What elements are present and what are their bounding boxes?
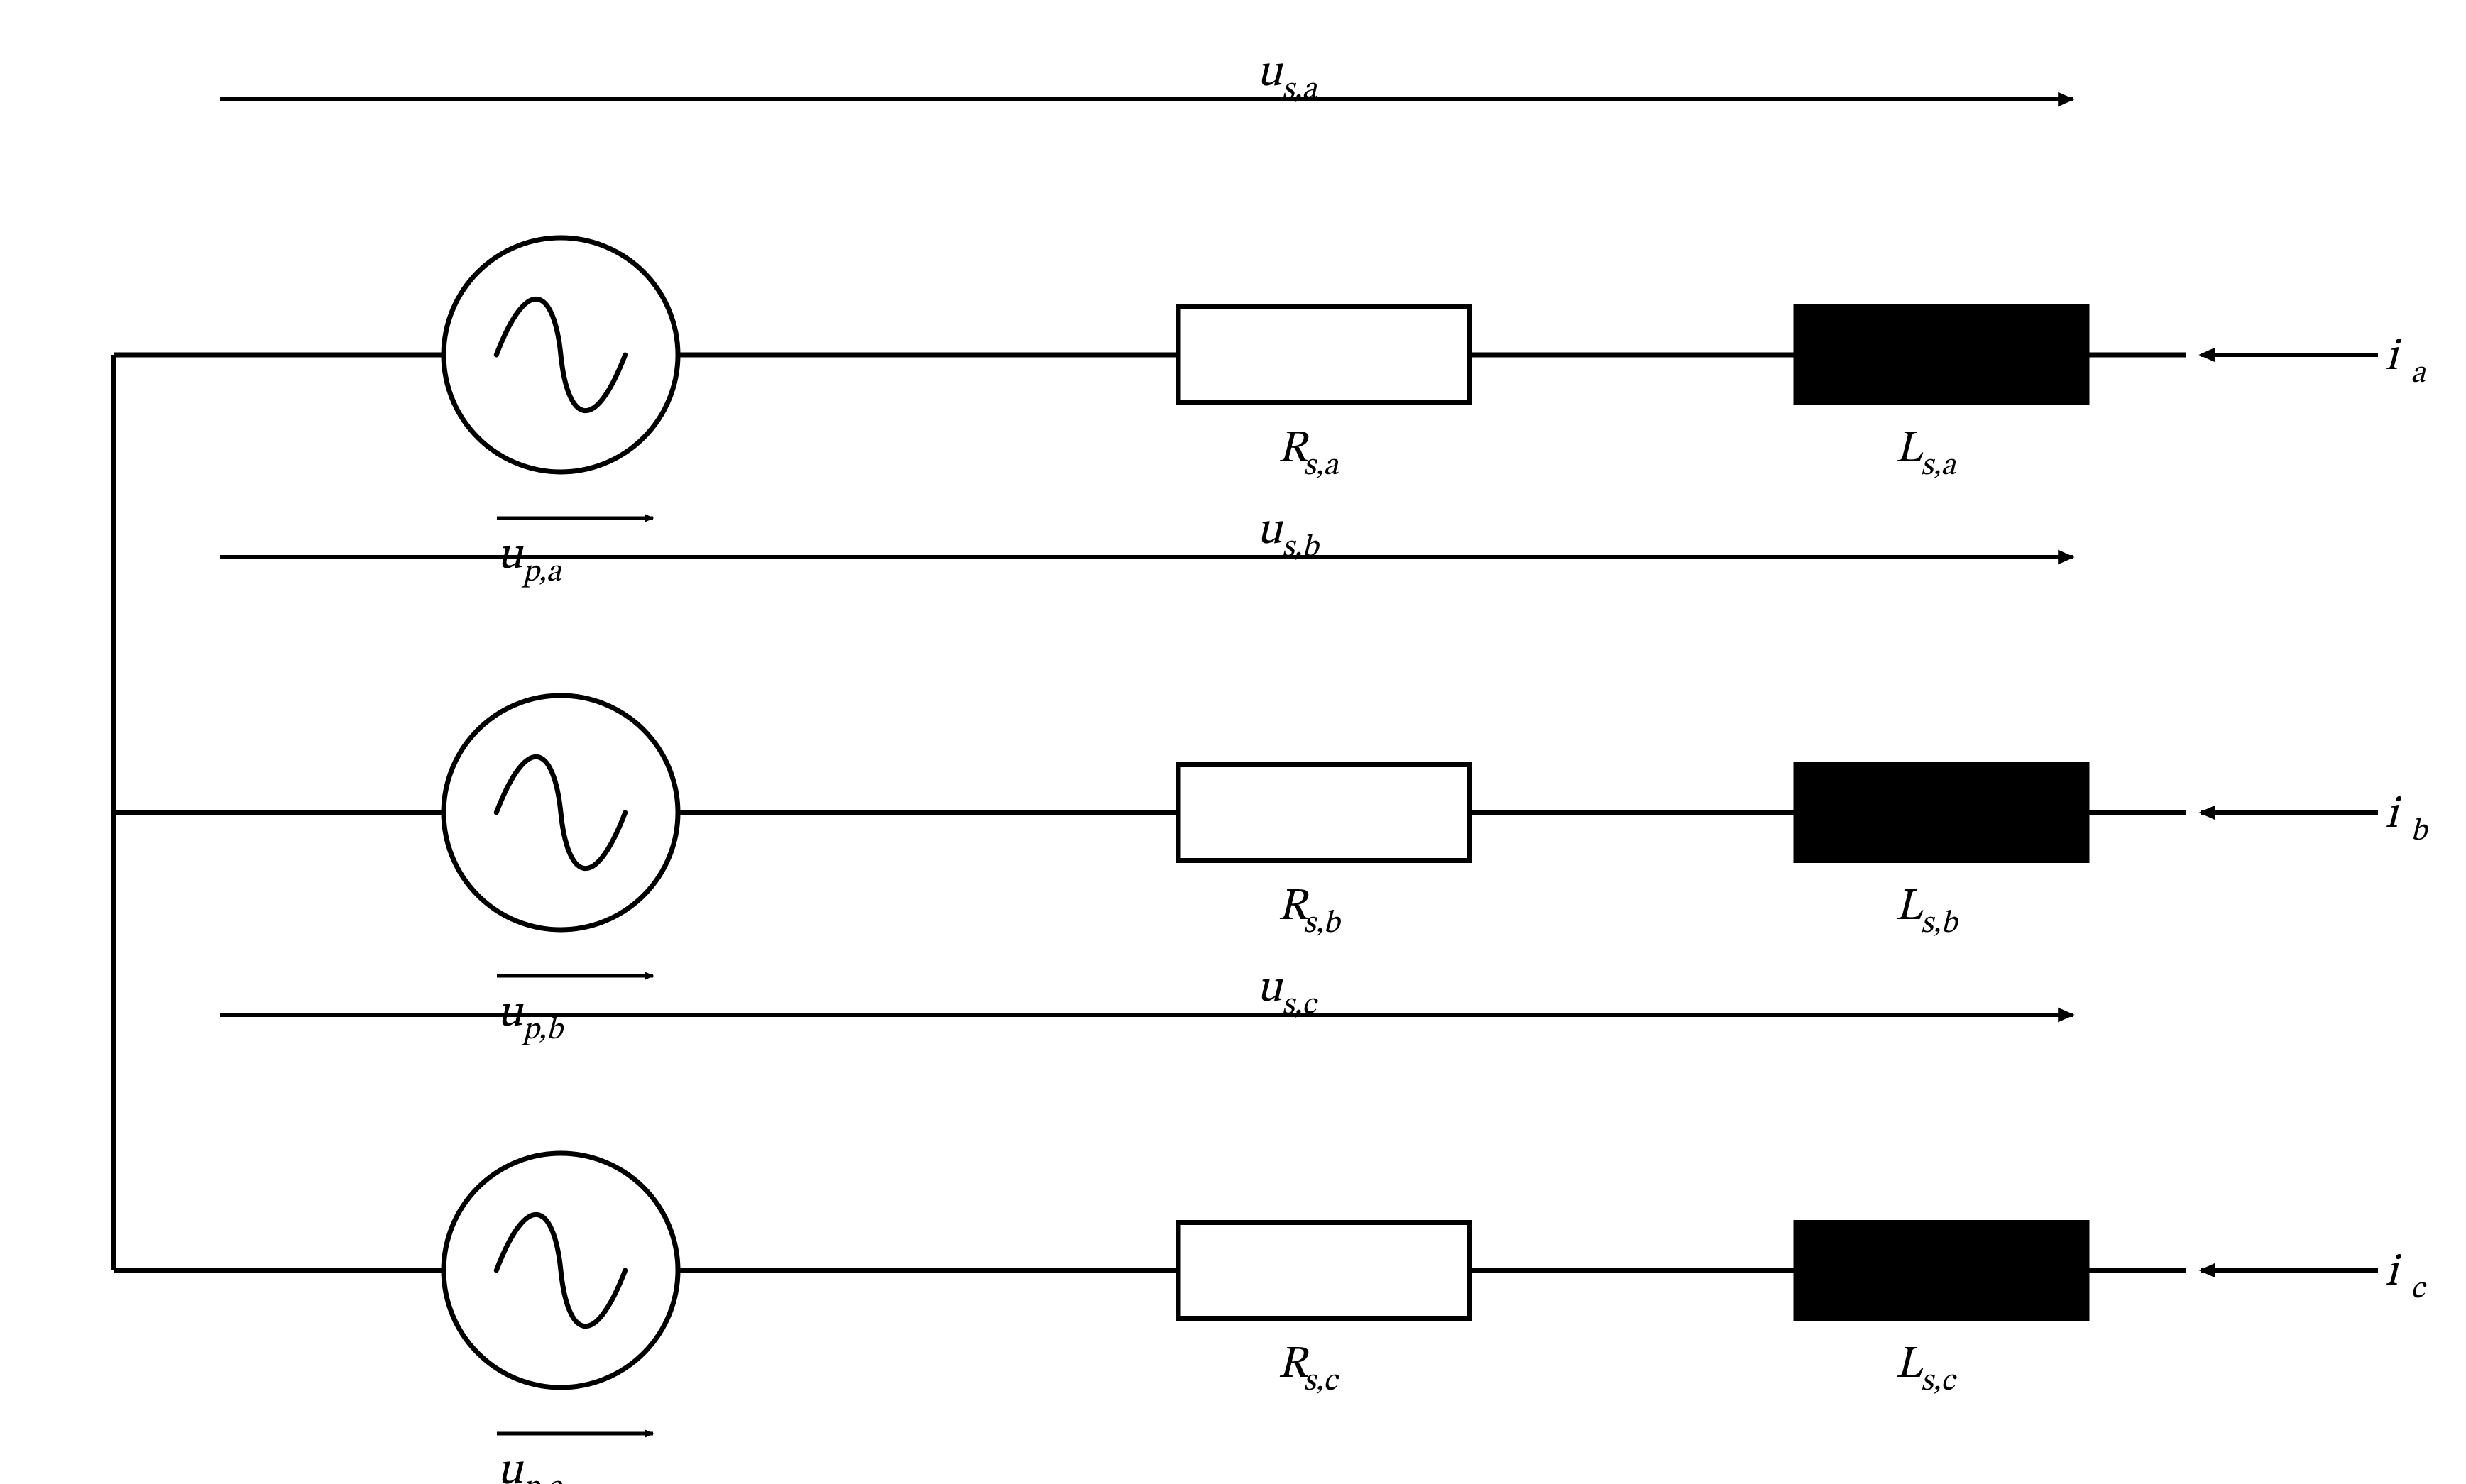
r-label-1-sub: s,b <box>1303 908 1342 940</box>
i-label-2-sub: c <box>2411 1274 2427 1305</box>
inductor-1 <box>1796 765 2087 861</box>
l-label-1: L <box>1895 885 1924 930</box>
l-label-2-sub: s,c <box>1921 1366 1957 1397</box>
l-label-2: L <box>1895 1343 1924 1388</box>
resistor-1 <box>1178 765 1469 861</box>
three-phase-circuit-diagram: us,aup,aRs,aLs,aiaus,bup,bRs,bLs,bibus,c… <box>0 0 2466 1484</box>
us-label-1-sub: s,b <box>1282 532 1320 564</box>
up-label-2-sub: p,c <box>521 1473 563 1484</box>
r-label-0-sub: s,a <box>1303 451 1339 482</box>
l-label-1-sub: s,b <box>1921 908 1959 940</box>
i-label-1: i <box>2385 793 2402 838</box>
inductor-2 <box>1796 1223 2087 1319</box>
i-label-0: i <box>2385 335 2402 380</box>
i-label-2: i <box>2385 1251 2402 1296</box>
us-label-1: u <box>1256 509 1283 554</box>
up-label-2: u <box>497 1449 524 1484</box>
l-label-0-sub: s,a <box>1921 451 1956 482</box>
up-label-1-sub: p,b <box>521 1015 565 1046</box>
us-label-2: u <box>1256 967 1283 1012</box>
i-label-0-sub: a <box>2411 358 2426 390</box>
i-label-1-sub: b <box>2411 816 2429 847</box>
resistor-2 <box>1178 1223 1469 1319</box>
up-label-0-sub: p,a <box>521 557 562 588</box>
l-label-0: L <box>1895 427 1924 473</box>
us-label-0: u <box>1256 51 1283 97</box>
r-label-2-sub: s,c <box>1303 1366 1339 1397</box>
inductor-0 <box>1796 307 2087 403</box>
us-label-0-sub: s,a <box>1282 75 1317 106</box>
us-label-2-sub: s,c <box>1282 990 1318 1021</box>
resistor-0 <box>1178 307 1469 403</box>
